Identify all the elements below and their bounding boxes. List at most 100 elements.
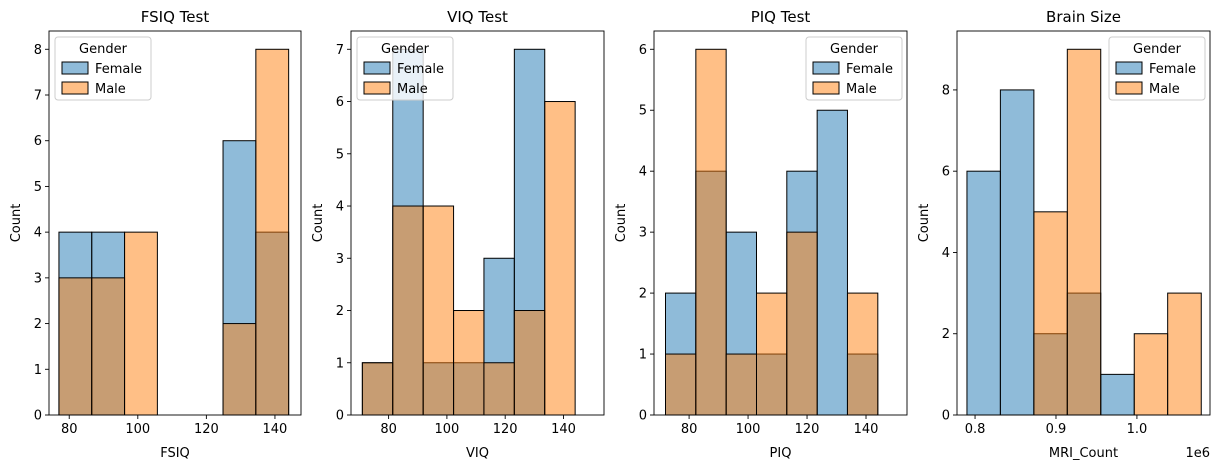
- x-tick-label: 120: [795, 422, 820, 437]
- x-tick-label: 140: [854, 422, 879, 437]
- legend-title: Gender: [381, 42, 430, 57]
- bar-male: [665, 353, 697, 416]
- y-tick-label: 2: [639, 287, 647, 302]
- y-axis-label: Count: [917, 204, 932, 243]
- y-tick-label: 4: [942, 246, 950, 261]
- legend: Gender Female Male: [356, 36, 454, 101]
- bar-male: [58, 277, 93, 416]
- y-tick-label: 5: [336, 147, 344, 162]
- x-tick-label: 120: [194, 422, 219, 437]
- legend-swatch-female: [61, 61, 89, 75]
- bar-male: [725, 353, 757, 416]
- bar-male: [1066, 48, 1102, 416]
- legend: Gender Female Male: [54, 36, 152, 101]
- y-tick-label: 0: [34, 409, 42, 424]
- x-tick-label: 100: [434, 422, 459, 437]
- y-tick-label: 2: [336, 304, 344, 319]
- legend-swatch-female: [812, 61, 840, 75]
- bar-male: [786, 231, 818, 416]
- bar-male: [755, 292, 788, 416]
- axes-frame: [350, 30, 605, 416]
- y-tick-label: 1: [639, 348, 647, 363]
- y-tick-label: 5: [34, 180, 42, 195]
- chart-title: VIQ Test: [447, 8, 508, 26]
- legend-label-female: Female: [397, 62, 444, 77]
- y-tick-label: 4: [639, 165, 647, 180]
- y-tick-label: 0: [942, 409, 950, 424]
- x-offset-label: 1e6: [1185, 446, 1210, 461]
- bar-female: [1100, 373, 1135, 416]
- legend-title: Gender: [830, 42, 879, 57]
- y-axis-label: Count: [614, 204, 629, 243]
- y-tick-label: 3: [34, 271, 42, 286]
- x-axis-label: PIQ: [770, 446, 792, 461]
- x-tick-label: 0.9: [1046, 422, 1067, 437]
- x-tick-label: 140: [551, 422, 576, 437]
- bars: [361, 48, 576, 416]
- panel-2: 80 100 120 140 0 1 2 3 4 5 6 7 VIQ Test VIQ Count Gende…: [311, 8, 605, 461]
- chart-title: Brain Size: [1046, 8, 1121, 26]
- y-tick-label: 1: [336, 356, 344, 371]
- bar-male: [124, 231, 158, 416]
- axes-frame: [48, 30, 302, 416]
- bar-male: [255, 48, 290, 416]
- panel-1: 80 100 120 140 0 1 2 3 4 5 6 7 8 FSIQ Test FSIQ Count Ge…: [9, 8, 302, 461]
- y-tick-label: 8: [942, 83, 950, 98]
- bar-male: [544, 101, 576, 416]
- bar-female: [999, 89, 1035, 416]
- bar-male: [483, 362, 515, 416]
- bars: [58, 48, 290, 416]
- y-tick-label: 2: [942, 327, 950, 342]
- x-axis-label: FSIQ: [160, 446, 190, 461]
- x-tick-label: 140: [263, 422, 288, 437]
- legend-swatch-male: [61, 81, 89, 95]
- x-tick-label: 0.8: [965, 422, 986, 437]
- legend: Gender Female Male: [1108, 36, 1206, 101]
- x-tick-label: 120: [493, 422, 518, 437]
- legend-swatch-male: [1115, 81, 1143, 95]
- y-axis-label: Count: [311, 204, 326, 243]
- axes-frame: [653, 30, 908, 416]
- bar-male: [91, 277, 126, 416]
- bar-male: [513, 310, 546, 416]
- y-tick-label: 6: [942, 165, 950, 180]
- legend-label-male: Male: [95, 82, 126, 97]
- x-tick-label: 100: [736, 422, 761, 437]
- legend-label-male: Male: [397, 82, 428, 97]
- bar-female: [816, 109, 848, 416]
- legend-swatch-male: [812, 81, 840, 95]
- bar-male: [392, 205, 424, 416]
- y-tick-label: 6: [639, 43, 647, 58]
- bar-male: [361, 362, 394, 416]
- legend-label-female: Female: [1149, 62, 1196, 77]
- bar-male: [1033, 211, 1068, 416]
- x-tick-label: 80: [681, 422, 698, 437]
- bars: [665, 48, 879, 416]
- x-axis-label: MRI_Count: [1049, 446, 1118, 461]
- chart-title: PIQ Test: [751, 8, 811, 26]
- x-tick-label: 80: [380, 422, 397, 437]
- y-tick-label: 6: [336, 95, 344, 110]
- y-tick-label: 1: [34, 363, 42, 378]
- y-tick-label: 8: [34, 43, 42, 58]
- legend-title: Gender: [79, 42, 128, 57]
- legend-swatch-female: [363, 61, 391, 75]
- bar-male: [1133, 333, 1169, 416]
- x-tick-label: 100: [125, 422, 150, 437]
- legend-swatch-female: [1115, 61, 1143, 75]
- y-tick-label: 3: [336, 252, 344, 267]
- legend-label-female: Female: [846, 62, 893, 77]
- legend-label-female: Female: [95, 62, 142, 77]
- bar-male: [422, 205, 455, 416]
- x-tick-label: 1.0: [1127, 422, 1148, 437]
- y-tick-label: 7: [336, 43, 344, 58]
- bar-male: [846, 292, 879, 416]
- y-tick-label: 4: [34, 226, 42, 241]
- legend: Gender Female Male: [805, 36, 903, 101]
- y-tick-label: 6: [34, 134, 42, 149]
- legend-title: Gender: [1133, 42, 1182, 57]
- bar-male: [695, 48, 727, 416]
- x-tick-label: 80: [61, 422, 78, 437]
- legend-swatch-male: [363, 81, 391, 95]
